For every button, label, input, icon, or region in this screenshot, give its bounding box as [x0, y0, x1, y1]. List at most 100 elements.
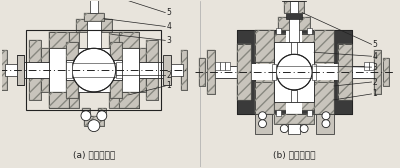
Bar: [352, 66, 376, 78]
Bar: [26, 30, 161, 110]
Bar: [245, 34, 344, 110]
Bar: [163, 55, 171, 85]
Bar: [307, 110, 312, 116]
Circle shape: [322, 120, 330, 128]
Bar: [66, 62, 72, 78]
Circle shape: [97, 111, 107, 121]
Bar: [49, 32, 79, 108]
Bar: [384, 58, 390, 86]
Bar: [98, 108, 106, 116]
Bar: [291, 42, 297, 54]
Bar: [49, 32, 69, 48]
Bar: [274, 42, 314, 102]
Bar: [66, 60, 78, 80]
Bar: [237, 64, 352, 80]
Bar: [82, 108, 90, 116]
Circle shape: [300, 125, 308, 133]
Bar: [314, 82, 334, 114]
Bar: [87, 18, 101, 48]
Bar: [290, 1, 298, 13]
Bar: [314, 30, 334, 62]
Bar: [338, 44, 352, 100]
Bar: [282, 0, 306, 1]
Bar: [116, 62, 122, 78]
Bar: [254, 30, 274, 62]
Bar: [278, 17, 310, 30]
Circle shape: [280, 125, 288, 133]
Text: 5: 5: [166, 8, 171, 17]
Bar: [215, 62, 220, 70]
Bar: [82, 108, 90, 116]
Circle shape: [88, 120, 100, 132]
Bar: [289, 17, 299, 42]
Bar: [213, 66, 237, 78]
Text: 2: 2: [166, 71, 171, 80]
Bar: [1, 50, 7, 90]
Bar: [245, 34, 344, 110]
Bar: [30, 40, 41, 100]
Circle shape: [72, 48, 116, 92]
Bar: [49, 48, 138, 92]
Circle shape: [322, 112, 330, 120]
Bar: [307, 28, 312, 34]
Bar: [225, 62, 230, 70]
Bar: [158, 62, 163, 78]
Bar: [84, 116, 104, 126]
Bar: [314, 82, 334, 114]
Bar: [207, 50, 215, 94]
Bar: [84, 13, 104, 20]
Bar: [109, 32, 138, 108]
Bar: [276, 28, 281, 34]
Bar: [374, 50, 382, 94]
Bar: [374, 50, 382, 94]
Bar: [66, 42, 78, 98]
Circle shape: [276, 54, 312, 90]
Bar: [237, 30, 352, 114]
Bar: [146, 40, 158, 100]
Bar: [119, 32, 138, 48]
Bar: [338, 44, 352, 100]
Bar: [274, 114, 314, 124]
Bar: [274, 114, 314, 124]
Bar: [276, 66, 312, 78]
Bar: [49, 32, 69, 48]
Bar: [98, 108, 106, 116]
Bar: [90, 0, 98, 13]
Text: (b) 固定式球阀: (b) 固定式球阀: [273, 150, 316, 159]
Bar: [138, 48, 146, 92]
Bar: [284, 1, 304, 13]
Bar: [66, 42, 78, 98]
Bar: [237, 44, 250, 100]
Text: 3: 3: [166, 36, 171, 45]
Text: 2: 2: [372, 77, 377, 87]
Bar: [291, 90, 297, 102]
Text: 4: 4: [372, 52, 378, 61]
Bar: [237, 30, 254, 114]
Bar: [220, 62, 225, 70]
Text: 1: 1: [166, 81, 171, 91]
Bar: [272, 64, 276, 80]
Text: 3: 3: [372, 63, 378, 72]
Circle shape: [258, 112, 266, 120]
Bar: [254, 82, 274, 114]
Bar: [207, 50, 215, 94]
Bar: [384, 58, 390, 86]
Bar: [278, 17, 310, 30]
Bar: [171, 64, 183, 76]
Bar: [84, 13, 104, 20]
Bar: [286, 30, 302, 114]
Bar: [334, 30, 352, 114]
Bar: [181, 50, 187, 90]
Bar: [110, 42, 122, 98]
Circle shape: [81, 111, 91, 121]
Bar: [24, 62, 59, 78]
Bar: [110, 42, 122, 98]
Bar: [110, 60, 122, 80]
Text: 5: 5: [372, 40, 378, 49]
Bar: [76, 18, 112, 32]
Bar: [199, 58, 205, 86]
Text: 1: 1: [372, 89, 377, 98]
Bar: [76, 18, 112, 32]
Circle shape: [258, 120, 266, 128]
Bar: [286, 11, 302, 18]
